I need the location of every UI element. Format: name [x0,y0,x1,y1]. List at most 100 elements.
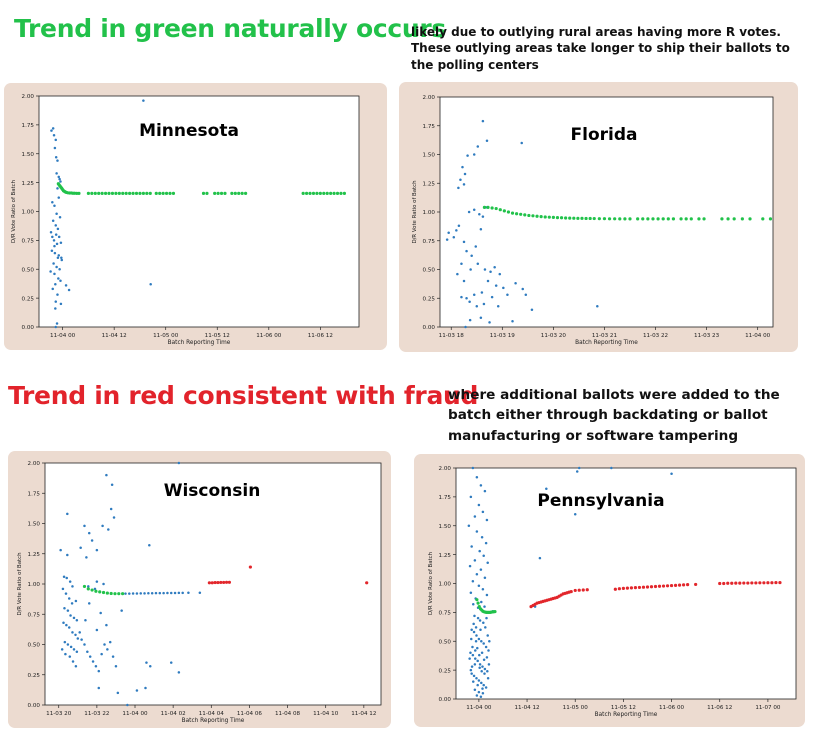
data-point-blue [493,265,496,269]
data-point-blue [116,691,120,695]
data-point-red [734,581,738,585]
data-point-green [543,215,547,219]
data-point-green [494,206,498,211]
data-point-blue [88,655,92,658]
data-point-green [339,191,343,195]
data-point-blue [70,602,74,605]
data-point-blue [131,592,135,595]
data-point-red [766,581,770,585]
data-point-blue [460,295,463,299]
data-point-blue [471,579,475,583]
data-point-green [475,598,479,602]
data-point-blue [445,238,449,241]
data-point-blue [476,262,480,265]
chart-panel-minnesota: 0.00 0.25 0.50 0.75 1.00 1.25 1.50 1.75 2.00 11-0… [4,83,387,350]
data-point-blue [477,679,481,682]
data-point-green [761,217,765,221]
data-point-blue [56,293,59,296]
data-point-blue [55,242,59,246]
data-point-blue [461,165,464,169]
data-point-blue [54,325,57,329]
data-point-blue [49,270,52,273]
data-point-blue [469,268,472,271]
x-axis-label: Batch Reporting Time [168,340,231,346]
data-point-red [617,587,621,591]
data-point-green [237,191,241,195]
data-point-blue [57,175,61,179]
data-point-green [666,217,670,221]
y-tick-label: 1.25 [439,553,452,559]
data-point-blue [177,461,181,465]
data-point-blue [485,656,489,659]
data-point-green [572,216,576,220]
y-tick-label: 2.00 [22,94,35,100]
data-point-blue [50,129,53,132]
y-tick-label: 1.50 [28,522,41,528]
data-point-red [219,580,223,585]
data-point-blue [181,591,184,595]
data-point-blue [482,554,485,558]
data-point-blue [490,295,494,299]
data-point-green [588,216,592,221]
data-point-blue [126,703,129,707]
data-point-blue [479,628,482,631]
data-point-red [645,585,650,589]
data-point-red [222,580,226,585]
data-point-blue [478,653,481,657]
y-tick-label: 1.50 [423,153,436,159]
data-point-blue [56,159,59,162]
y-tick-label: 0.75 [439,611,452,617]
y-tick-label: 1.75 [439,495,452,501]
data-point-green [515,212,519,216]
data-point-green [138,191,142,195]
note-green: likely due to outlying rural areas havin… [411,25,790,72]
y-tick-label: 1.00 [439,582,452,588]
data-point-blue [596,305,599,308]
data-point-red [770,581,774,585]
data-point-blue [111,655,115,658]
data-point-green [90,191,94,195]
y-tick-label: 1.25 [22,181,35,187]
y-axis-label: D/R Vote Ratio of Batch [11,180,17,243]
data-point-green [121,592,125,596]
data-point-blue [473,559,477,562]
data-point-blue [486,634,489,637]
data-point-green [602,217,607,221]
y-tick-label: 1.75 [22,123,35,129]
data-point-green [679,217,683,221]
y-tick-label: 0.50 [423,268,436,274]
data-point-blue [473,663,477,666]
data-point-blue [52,239,56,242]
data-point-blue [610,466,613,470]
y-axis-label: D/R Vote Ratio of Batch [428,552,434,615]
data-point-green [107,191,111,195]
data-point-blue [486,279,490,283]
data-point-blue [58,216,62,219]
data-point-blue [464,325,467,329]
data-point-blue [470,254,473,257]
data-point-green [476,601,480,605]
data-point-red [754,581,758,585]
data-point-blue [71,585,74,588]
data-point-green [148,191,152,195]
data-point-blue [471,645,474,649]
data-point-green [240,191,244,195]
data-point-blue [80,638,83,641]
data-point-green [592,216,596,221]
data-point-blue [502,286,505,290]
x-tick-label: 11-04 02 [161,711,186,717]
y-tick-label: 1.50 [439,524,452,530]
data-point-red [227,580,231,584]
data-point-blue [59,180,62,183]
data-point-green [223,191,227,195]
data-point-blue [56,227,60,231]
data-point-blue [481,665,484,668]
data-point-blue [54,224,57,227]
data-point-blue [72,616,76,620]
data-point-green [584,216,588,221]
data-point-blue [475,305,479,308]
x-tick-label: 11-05 12 [205,333,230,339]
data-point-blue [55,172,58,175]
chart-panel-pennsylvania: 0.00 0.25 0.50 0.75 1.00 1.25 1.50 1.75 2.00 11-0… [414,454,805,727]
data-point-green [329,191,333,195]
